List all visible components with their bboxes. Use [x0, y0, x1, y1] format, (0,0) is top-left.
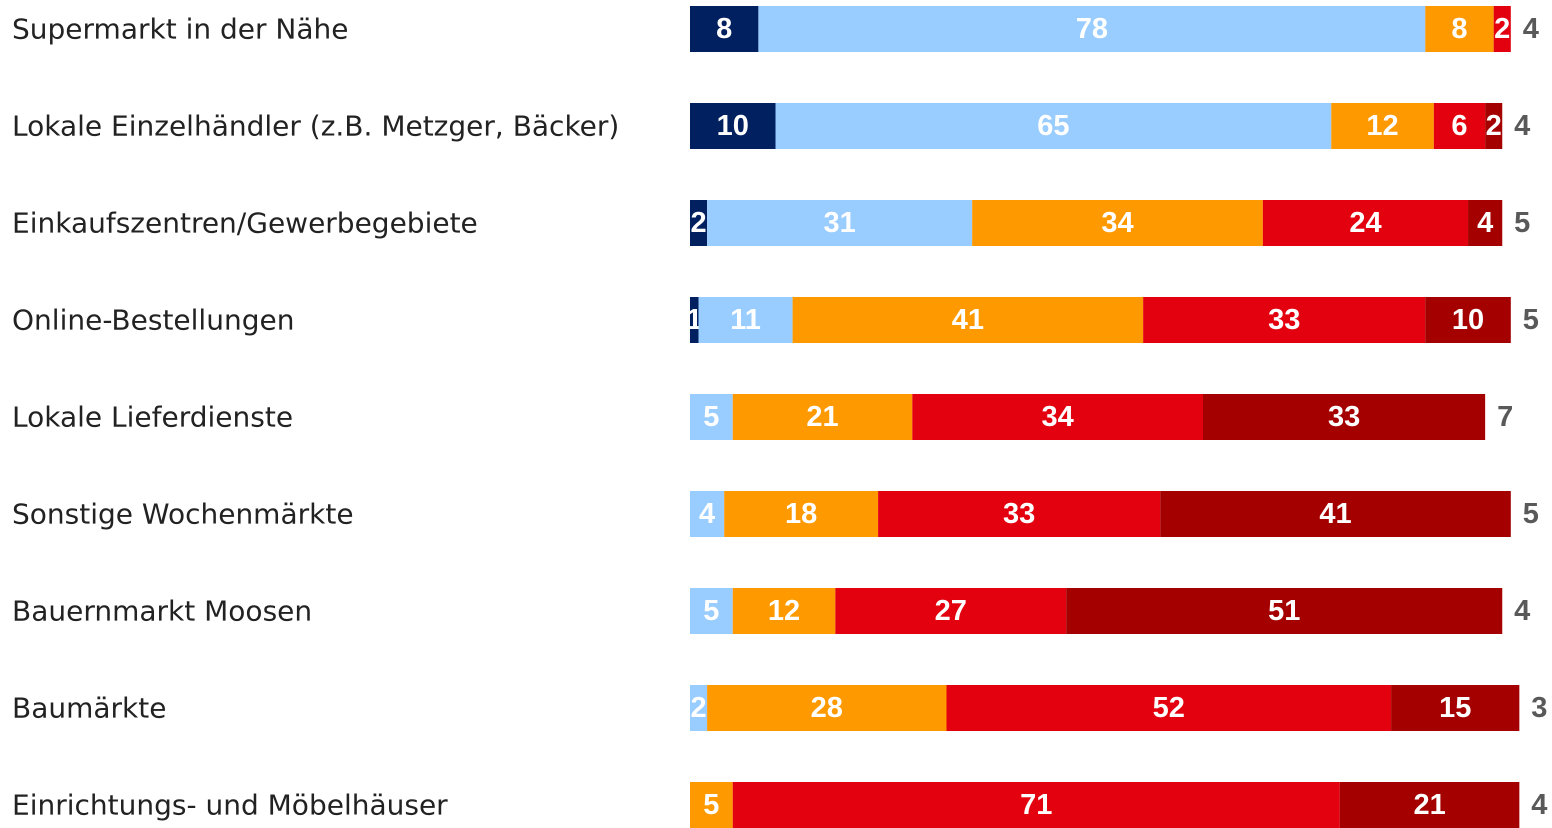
- category-label: Supermarkt in der Nähe: [12, 13, 349, 46]
- value-label: 4: [1477, 207, 1493, 239]
- bar-segment: [690, 491, 725, 537]
- bar-segment: [1066, 588, 1503, 634]
- rest-label: 5: [1523, 304, 1539, 336]
- bar-segment: [758, 6, 1426, 52]
- bar-segment: [707, 200, 973, 246]
- bar-segment: [1493, 6, 1511, 52]
- value-label: 12: [1366, 110, 1398, 142]
- rest-label: 4: [1523, 13, 1539, 45]
- bar-segment: [972, 200, 1263, 246]
- bar-segment: [724, 491, 879, 537]
- value-label: 65: [1037, 110, 1069, 142]
- value-label: 24: [1349, 207, 1381, 239]
- bar-segment: [1391, 685, 1520, 731]
- value-label: 11: [730, 304, 761, 336]
- value-label: 5: [703, 595, 719, 627]
- value-label: 51: [1268, 595, 1300, 627]
- bar-segment: [732, 588, 836, 634]
- rest-label: 3: [1531, 692, 1547, 724]
- value-label: 33: [1268, 304, 1300, 336]
- bar-segment: [775, 103, 1332, 149]
- value-label: 2: [1486, 110, 1502, 142]
- value-label: 8: [1451, 13, 1467, 45]
- value-label: 4: [699, 498, 715, 530]
- rest-label: 4: [1531, 789, 1547, 821]
- value-label: 34: [1042, 401, 1074, 433]
- bar-segment: [698, 297, 793, 343]
- bar-segment: [690, 782, 733, 828]
- category-label: Sonstige Wochenmärkte: [12, 498, 354, 531]
- rest-label: 4: [1514, 110, 1530, 142]
- bar-segment: [707, 685, 947, 731]
- bar-segment: [690, 297, 699, 343]
- bar-segment: [792, 297, 1144, 343]
- value-label: 5: [703, 401, 719, 433]
- value-label: 31: [823, 207, 855, 239]
- value-label: 12: [768, 595, 800, 627]
- value-label: 34: [1101, 207, 1133, 239]
- category-label: Lokale Einzelhändler (z.B. Metzger, Bäck…: [12, 110, 619, 143]
- bar-segment: [1203, 394, 1486, 440]
- bar-segment: [1339, 782, 1520, 828]
- category-label: Bauernmarkt Moosen: [12, 595, 312, 628]
- bar-segment: [1485, 103, 1503, 149]
- category-label: Lokale Lieferdienste: [12, 401, 293, 434]
- value-label: 5: [703, 789, 719, 821]
- value-label: 15: [1439, 692, 1471, 724]
- bar-segment: [878, 491, 1161, 537]
- rest-label: 7: [1497, 401, 1513, 433]
- bar-segment: [912, 394, 1203, 440]
- bar-segment: [690, 394, 733, 440]
- bar-segment: [1468, 200, 1503, 246]
- bar-segment: [690, 200, 708, 246]
- bar-segment: [732, 394, 913, 440]
- value-label: 8: [716, 13, 732, 45]
- bar-segment: [1143, 297, 1426, 343]
- bar-segment: [835, 588, 1067, 634]
- bar-segment: [690, 103, 776, 149]
- value-label: 27: [935, 595, 967, 627]
- value-label: 21: [806, 401, 838, 433]
- value-label: 28: [811, 692, 843, 724]
- value-label: 10: [1452, 304, 1484, 336]
- category-label: Online-Bestellungen: [12, 304, 294, 337]
- rest-label: 4: [1514, 595, 1530, 627]
- category-label: Einkaufszentren/Gewerbegebiete: [12, 207, 478, 240]
- bar-segment: [690, 685, 708, 731]
- value-label: 71: [1020, 789, 1052, 821]
- bar-segment: [1433, 103, 1486, 149]
- bar-segment: [1160, 491, 1511, 537]
- value-label: 6: [1451, 110, 1467, 142]
- rest-label: 5: [1523, 498, 1539, 530]
- category-label: Baumärkte: [12, 692, 166, 725]
- bar-segment: [1425, 297, 1511, 343]
- value-label: 52: [1153, 692, 1185, 724]
- value-label: 18: [785, 498, 817, 530]
- value-label: 10: [717, 110, 749, 142]
- bar-segment: [946, 685, 1392, 731]
- value-label: 2: [1494, 13, 1510, 45]
- value-label: 33: [1328, 401, 1360, 433]
- value-label: 2: [690, 692, 706, 724]
- value-label: 2: [690, 207, 706, 239]
- category-label: Einrichtungs- und Möbelhäuser: [12, 789, 448, 822]
- value-label: 41: [1319, 498, 1351, 530]
- bar-segment: [690, 6, 759, 52]
- value-label: 41: [952, 304, 984, 336]
- bar-segment: [732, 782, 1340, 828]
- rest-label: 5: [1514, 207, 1530, 239]
- value-label: 78: [1076, 13, 1108, 45]
- bar-segment: [1331, 103, 1434, 149]
- bar-segment: [1262, 200, 1469, 246]
- value-label: 33: [1003, 498, 1035, 530]
- value-label: 1: [686, 304, 702, 336]
- bar-segment: [1425, 6, 1494, 52]
- value-label: 21: [1413, 789, 1445, 821]
- bar-segment: [690, 588, 733, 634]
